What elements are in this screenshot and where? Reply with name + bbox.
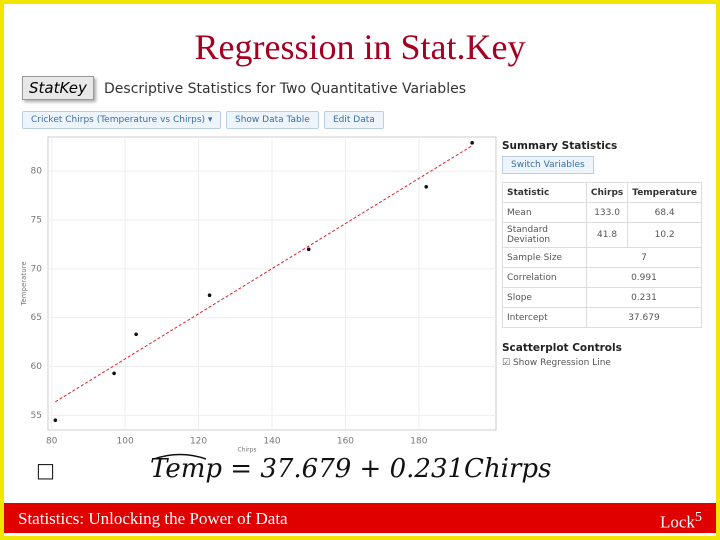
bullet: □	[36, 458, 55, 482]
table-row: Intercept 37.679	[502, 307, 703, 328]
y-tick-label: 55	[31, 411, 42, 421]
switch-button[interactable]: Switch Variables	[502, 156, 594, 174]
table-cell: 10.2	[627, 222, 702, 248]
x-tick-label: 180	[410, 437, 427, 447]
footer-left: Statistics: Unlocking the Power of Data	[18, 509, 288, 528]
regression-line	[55, 145, 473, 403]
regression-checkbox[interactable]: ☑ Show Regression Line	[502, 358, 706, 368]
x-tick-label: 140	[263, 437, 280, 447]
table-cell: 0.991	[585, 267, 703, 288]
point	[53, 418, 58, 423]
table-cell: 41.8	[585, 222, 629, 248]
header-cell: Chirps	[585, 182, 629, 203]
side-panel: Summary Statistics Switch Variables Stat…	[502, 140, 706, 368]
header-cell: Temperature	[627, 182, 702, 203]
author-sup: 5	[694, 509, 702, 525]
point	[470, 141, 474, 145]
app-heading: Descriptive Statistics for Two Quantitat…	[104, 81, 466, 97]
table-row: Mean 133.0 68.4	[502, 202, 702, 223]
x-tick-label: 160	[337, 437, 354, 447]
table-row: Standard Deviation 41.8 10.2	[502, 222, 702, 248]
x-tick-label: 100	[117, 437, 134, 447]
y-axis-label: Temperature	[20, 261, 28, 306]
y-tick-label: 80	[31, 167, 43, 177]
author: Lock	[659, 512, 695, 532]
table-header: Statistic Chirps Temperature	[502, 182, 702, 203]
table-cell: Standard Deviation	[502, 222, 587, 248]
table-row: Correlation 0.991	[502, 267, 703, 288]
point	[134, 332, 138, 337]
edit-data-button[interactable]: Edit Data	[324, 111, 384, 129]
footer-right: Lock5	[660, 509, 702, 533]
checkbox[interactable]: ☑	[502, 358, 511, 368]
table-cell: Mean	[502, 202, 587, 223]
table-row: Sample Size 7	[502, 247, 703, 268]
y-tick-label: 70	[31, 264, 43, 274]
table-row: Slope 0.231	[502, 287, 703, 308]
x-tick-label: 80	[46, 437, 58, 447]
slide-title: Regression in Stat.Key	[194, 27, 526, 67]
y-tick-label: 65	[31, 313, 42, 323]
point	[207, 293, 212, 298]
table-cell: 133.0	[585, 202, 629, 223]
table-cell: Slope	[502, 287, 587, 308]
table-cell: Sample Size	[502, 247, 587, 268]
table-cell: 68.4	[627, 202, 702, 223]
point	[306, 247, 311, 252]
table-cell: Correlation	[502, 267, 587, 288]
summary-title: Summary Statistics	[502, 140, 618, 152]
table-cell: Intercept	[502, 307, 587, 328]
checkbox-label: Show Regression Line	[512, 358, 611, 368]
header-cell: Statistic	[502, 182, 587, 203]
controls-title: Scatterplot Controls	[502, 342, 622, 354]
y-tick-label: 60	[31, 362, 43, 372]
dataset-dropdown[interactable]: Cricket Chirps (Temperature vs Chirps) ▾	[22, 111, 222, 129]
footer: Statistics: Unlocking the Power of Data …	[4, 503, 716, 533]
x-tick-label: 120	[190, 437, 207, 447]
y-tick-label: 75	[31, 216, 42, 226]
table-cell: 0.231	[585, 287, 703, 308]
point	[112, 371, 116, 376]
equation: Temp = 37.679 + 0.231Chirps	[150, 454, 552, 484]
app-logo[interactable]: StatKey	[22, 76, 94, 100]
summary-table: Statistic Chirps Temperature Mean 133.0 68.4 S…	[502, 182, 703, 328]
x-axis-label: Chirps	[237, 447, 256, 454]
table-cell: 37.679	[585, 307, 703, 328]
table-cell: 7	[585, 247, 703, 268]
scatterplot: 55 60 65 70 75 80 80 100 120 140 160 180 Chirps Tempe…	[20, 136, 497, 454]
show-data-button[interactable]: Show Data Table	[226, 111, 319, 129]
point	[424, 185, 429, 189]
